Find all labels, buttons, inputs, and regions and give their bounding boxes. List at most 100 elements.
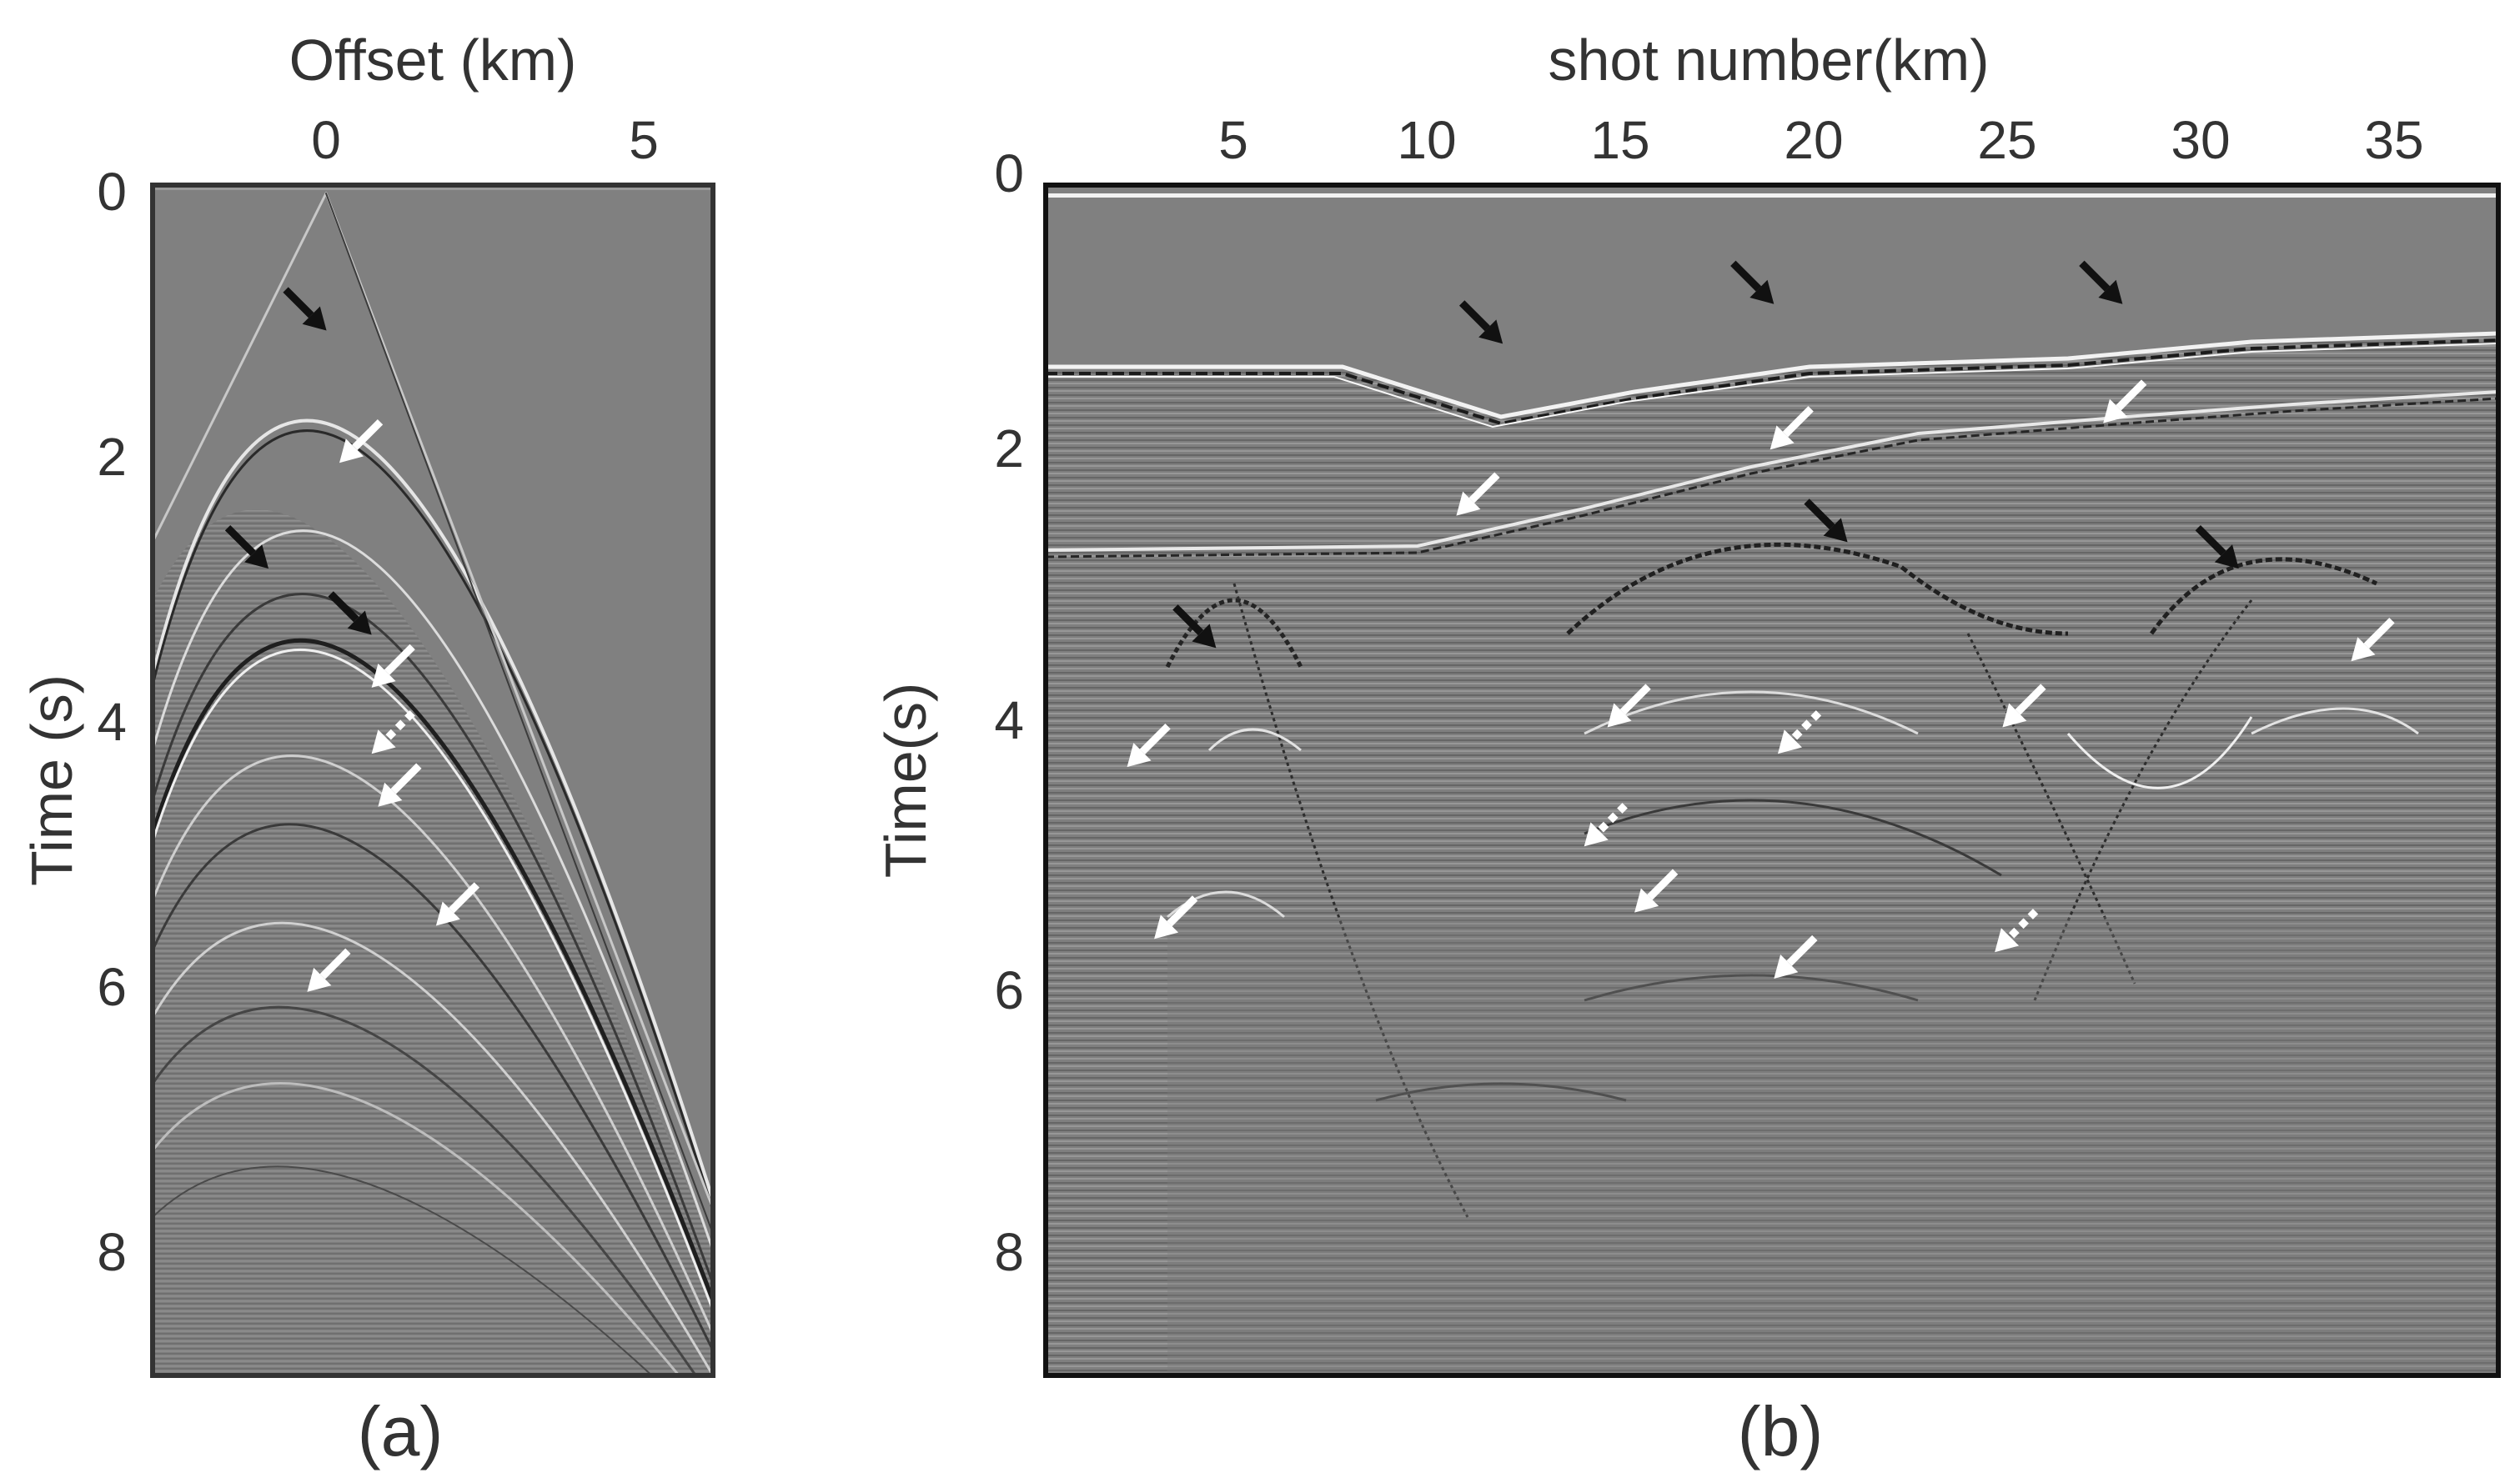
arrow-shaft [1782,406,1814,438]
white-annotation-arrow [1777,710,1822,754]
panel-a-y-tick-label: 4 [97,692,127,752]
panel-a-frame [150,183,715,1378]
arrow-shaft [1804,499,1835,530]
white-annotation-arrow [1774,934,1818,979]
arrow-head [1127,743,1152,768]
black-annotation-arrow [1804,499,1848,543]
panel-a-x-ticks: 0 5 [311,110,659,170]
panel-b-y-tick-label: 2 [994,418,1024,478]
panel-b-x-tick-label: 15 [1590,110,1649,170]
arrow-head [1584,822,1609,847]
arrow-head [2214,544,2239,569]
panel-a-y-tick-label: 2 [97,427,127,487]
panel-b-x-tick-label: 35 [2364,110,2423,170]
panel-b-x-tick-label: 25 [1977,110,2036,170]
panel-a-x-axis-title: Offset (km) [289,28,577,93]
arrow-shaft [1730,260,1762,292]
arrow-head [1456,491,1481,516]
white-annotation-arrow [378,763,422,807]
arrow-head [1607,703,1632,728]
white-annotation-arrow [435,882,480,926]
arrow-shaft [224,524,256,556]
panel-b-y-axis-title: Time(s) [873,683,938,879]
panel-b-seismic-section [1046,185,2498,1375]
arrow-head [1478,319,1503,344]
arrow-shaft [319,948,351,979]
arrow-shaft [1172,604,1204,636]
arrow-head [1192,624,1217,649]
arrow-head [435,901,460,926]
arrow-head [1823,518,1848,543]
white-annotation-arrow [1154,895,1198,939]
arrow-head [2002,703,2027,728]
arrow-head [307,967,332,992]
panel-a-y-ticks: 0 2 4 6 8 [97,162,127,1282]
arrow-shaft [2079,260,2111,292]
panel-a: Offset (km) 0 5 Time (s) 0 2 4 6 8 [19,28,715,1470]
arrow-shaft [1786,934,1818,966]
arrow-head [302,306,327,331]
arrow-shaft [1139,723,1171,754]
arrow-shaft [2116,379,2147,411]
arrow-shaft [2015,684,2046,715]
black-annotation-arrow [283,287,327,331]
arrow-head [371,729,396,754]
arrow-shaft [1790,710,1822,742]
panel-b: shot number(km) 5 10 15 20 25 30 35 Time… [873,28,2501,1470]
white-annotation-arrow [339,419,384,463]
arrow-shaft [1167,895,1198,927]
arrow-shaft [1468,472,1500,504]
arrow-head [1777,729,1802,754]
panel-a-y-tick-label: 8 [97,1222,127,1282]
panel-b-frame [1043,183,2501,1378]
arrow-shaft [1596,803,1628,834]
arrow-head [339,438,364,463]
arrow-shaft [1647,869,1679,900]
arrow-shaft [283,287,314,318]
white-annotation-arrow [1634,869,1679,913]
panel-b-x-tick-label: 10 [1397,110,1456,170]
panel-b-y-tick-label: 6 [994,960,1024,1020]
panel-b-y-tick-label: 4 [994,690,1024,750]
arrow-shaft [2195,524,2226,556]
white-annotation-arrow [1607,684,1651,728]
panel-b-y-tick-label: 0 [994,143,1024,203]
arrow-head [1749,279,1775,304]
arrow-shaft [384,710,415,742]
white-annotation-arrow [1127,723,1171,768]
arrow-shaft [390,763,422,794]
arrow-shaft [1619,684,1651,715]
white-annotation-arrow [2103,379,2147,423]
black-annotation-arrow [328,591,372,635]
white-annotation-arrow [2351,618,2395,662]
panel-b-x-axis-title: shot number(km) [1548,28,1989,93]
black-annotation-arrow [224,524,269,569]
arrow-head [371,663,396,688]
arrow-shaft [352,419,384,450]
black-annotation-arrow [1172,604,1217,649]
arrow-shaft [1458,300,1490,332]
panel-b-x-tick-label: 30 [2171,110,2230,170]
arrow-shaft [384,644,415,675]
arrow-head [1774,954,1799,979]
arrow-head [244,544,269,569]
arrow-head [347,610,372,635]
panel-b-caption: (b) [1738,1392,1824,1470]
arrow-shaft [328,591,359,623]
arrow-shaft [2363,618,2395,649]
arrow-head [1154,914,1179,939]
white-annotation-arrow [371,644,415,688]
white-annotation-arrow [1770,406,1814,450]
panel-a-y-axis-title: Time (s) [19,674,84,886]
black-annotation-arrow [2079,260,2123,304]
arrow-shaft [449,882,480,914]
white-annotation-arrow [2002,684,2046,728]
arrow-head [378,782,403,807]
white-annotation-arrow [1584,803,1628,847]
arrow-head [2351,637,2376,662]
black-annotation-arrow [1730,260,1775,304]
black-annotation-arrow [1458,300,1503,344]
panel-b-x-tick-label: 5 [1218,110,1248,170]
panel-a-y-tick-label: 6 [97,957,127,1017]
arrow-head [2098,279,2123,304]
